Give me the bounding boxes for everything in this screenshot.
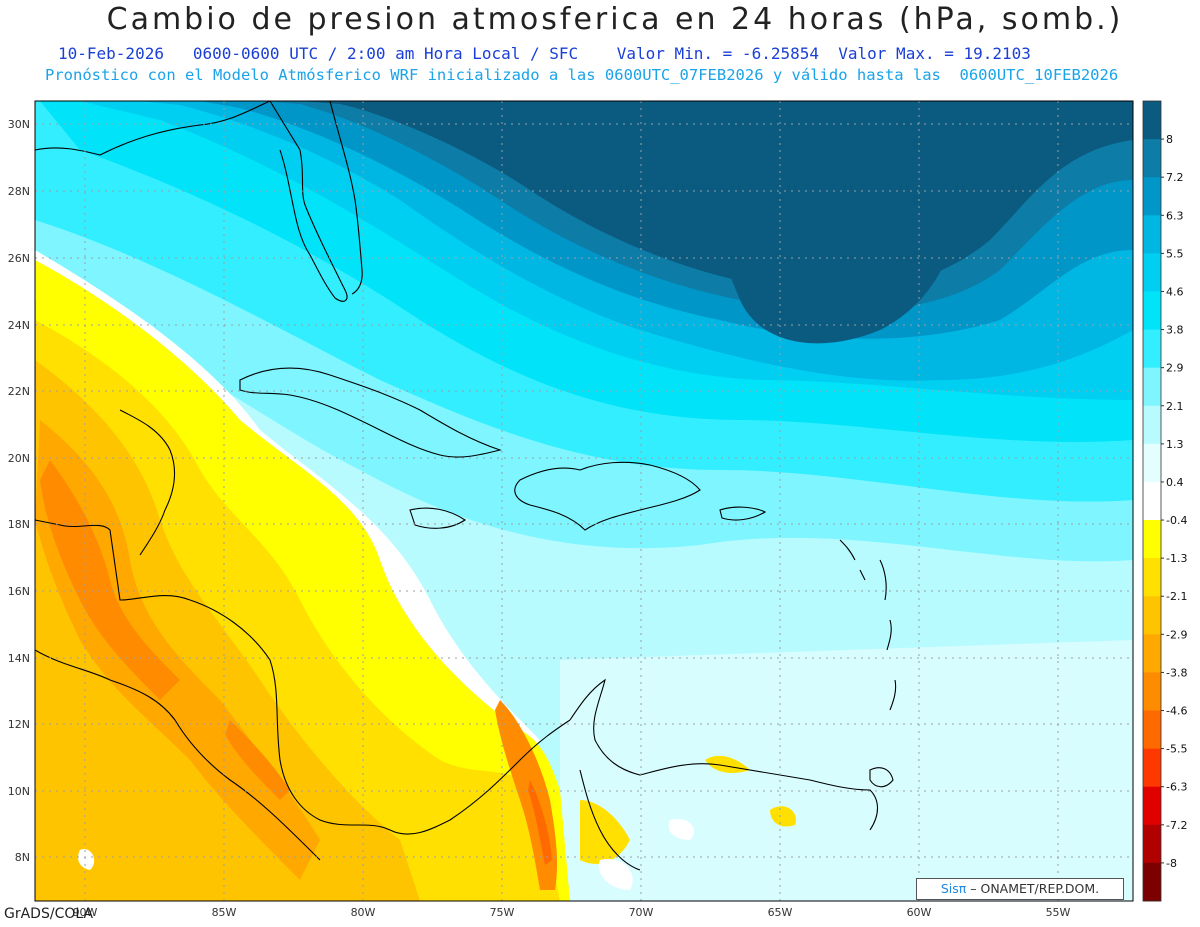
colorbar-label: 1.3 [1166, 438, 1184, 451]
colorbar-label: -7.2 [1166, 819, 1187, 832]
colorbar-label: -2.1 [1166, 590, 1187, 603]
colorbar-label: -6.3 [1166, 781, 1187, 794]
software-credit: GrADS/COLA [4, 906, 94, 922]
latitude-axis: 30N 28N 26N 24N 22N 20N 18N 16N 14N 12N … [8, 118, 30, 864]
lon-label: 60W [907, 906, 932, 919]
colorbar-label: -1.3 [1166, 552, 1187, 565]
pressure-field [35, 101, 1133, 901]
map-title: Cambio de presion atmosferica en 24 hora… [106, 2, 1124, 37]
colorbar-swatch [1143, 520, 1161, 559]
lon-label: 85W [212, 906, 237, 919]
colorbar-swatch [1143, 481, 1161, 521]
map-frame [34, 100, 1134, 902]
colorbar-swatch [1143, 253, 1161, 292]
colorbar-swatch [1143, 101, 1161, 140]
colorbar-swatch [1143, 596, 1161, 635]
colorbar-label: 6.3 [1166, 209, 1184, 222]
colorbar-frame [1142, 100, 1162, 902]
colorbar-label: 8 [1166, 133, 1173, 146]
subtitle-model-info: Pronóstico con el Modelo Atmósferico WRF… [45, 66, 1119, 84]
colorbar-label: -4.6 [1166, 705, 1187, 718]
lat-label: 24N [8, 319, 30, 332]
lon-label: 65W [768, 906, 793, 919]
colorbar-label: 3.8 [1166, 324, 1184, 337]
colorbar-label: 0.4 [1166, 476, 1184, 489]
colorbar-swatch [1143, 862, 1161, 902]
lon-label: 90W [73, 906, 98, 919]
colorbar-label: -3.8 [1166, 666, 1187, 679]
lat-label: 30N [8, 118, 30, 131]
colorbar-label: 2.1 [1166, 400, 1184, 413]
colorbar-swatch [1143, 558, 1161, 597]
sispi-logo-text: Sisπ [940, 881, 967, 896]
lat-label: 26N [8, 252, 30, 265]
lat-label: 18N [8, 518, 30, 531]
lon-label: 55W [1046, 906, 1071, 919]
colorbar-swatch [1143, 634, 1161, 673]
colorbar-swatch [1143, 215, 1161, 254]
gridlines [35, 101, 1133, 901]
lat-label: 14N [8, 652, 30, 665]
credit-text: – ONAMET/REP.DOM. [966, 881, 1100, 896]
lat-label: 22N [8, 385, 30, 398]
lon-label: 75W [490, 906, 515, 919]
colorbar-swatch [1143, 405, 1161, 445]
longitude-axis: 90W 85W 80W 75W 70W 65W 60W 55W [73, 906, 1071, 919]
colorbar-label: -8 [1166, 857, 1177, 870]
colorbar-swatch [1143, 443, 1161, 483]
colorbar-swatch [1143, 748, 1161, 788]
lon-label: 70W [629, 906, 654, 919]
lat-label: 12N [8, 718, 30, 731]
lat-label: 16N [8, 585, 30, 598]
colorbar-swatch [1143, 177, 1161, 216]
coastlines [35, 101, 897, 871]
lat-label: 8N [15, 851, 30, 864]
colorbar-label: -2.9 [1166, 628, 1187, 641]
colorbar: 8 7.2 6.3 5.5 4.6 3.8 2.9 2.1 1.3 0.4 -0.4 -1.3 -2.1… [1142, 100, 1187, 902]
colorbar-swatch [1143, 786, 1161, 826]
lat-label: 20N [8, 452, 30, 465]
lat-label: 28N [8, 185, 30, 198]
colorbar-swatch [1143, 291, 1161, 331]
colorbar-swatch [1143, 710, 1161, 750]
lon-label: 80W [351, 906, 376, 919]
colorbar-swatch [1143, 329, 1161, 369]
colorbar-label: -0.4 [1166, 514, 1187, 527]
credit-box: Sisπ – ONAMET/REP.DOM. [916, 878, 1124, 900]
colorbar-swatch [1143, 672, 1161, 712]
colorbar-label: 4.6 [1166, 285, 1184, 298]
colorbar-label: 5.5 [1166, 247, 1184, 260]
lat-label: 10N [8, 785, 30, 798]
colorbar-swatch [1143, 139, 1161, 178]
colorbar-label: 7.2 [1166, 171, 1184, 184]
colorbar-swatch [1143, 824, 1161, 864]
subtitle-date-range: 10-Feb-2026 0600-0600 UTC / 2:00 am Hora… [58, 44, 1031, 63]
colorbar-label: -5.5 [1166, 743, 1187, 756]
colorbar-swatch [1143, 367, 1161, 407]
colorbar-label: 2.9 [1166, 362, 1184, 375]
